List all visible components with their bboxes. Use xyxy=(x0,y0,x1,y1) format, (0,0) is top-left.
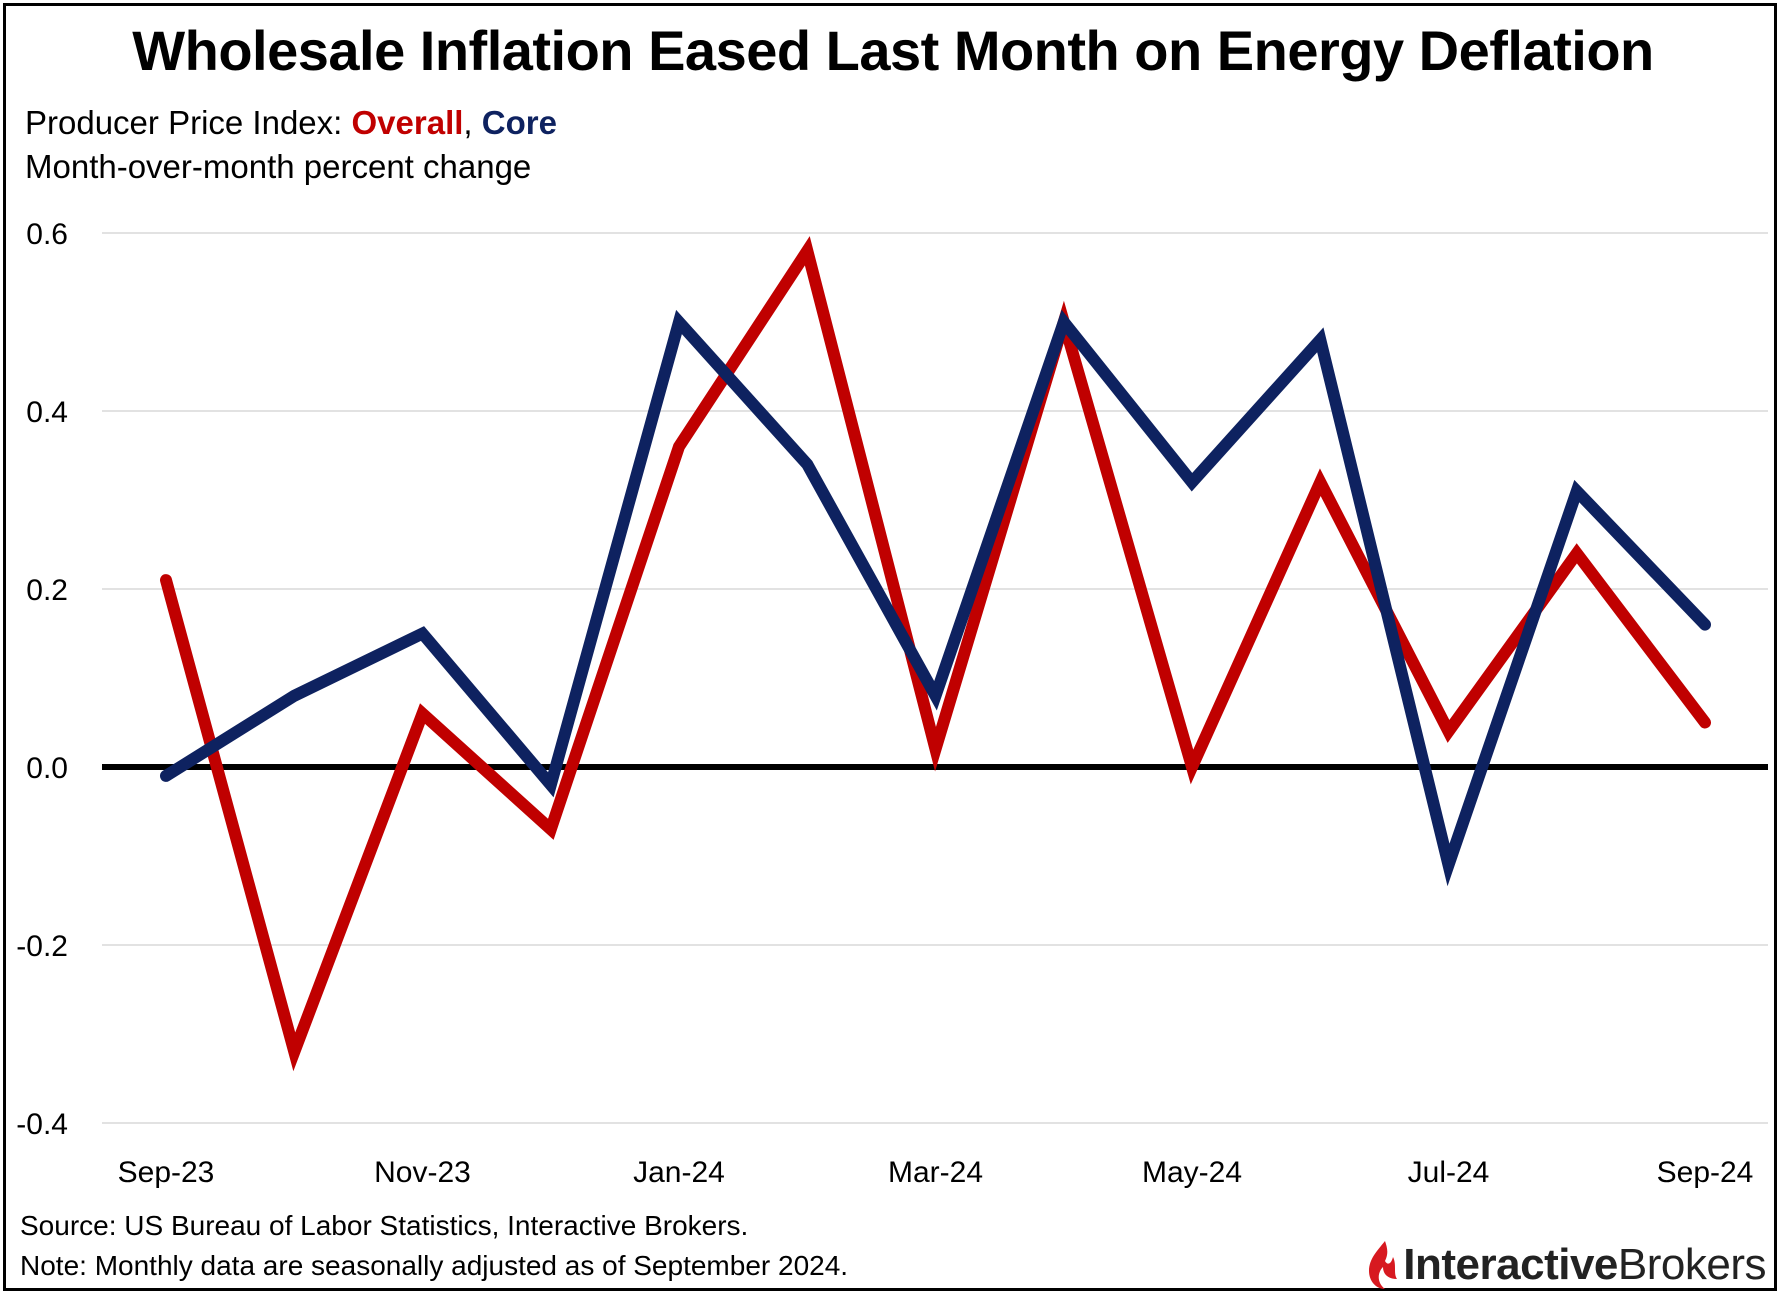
chart-title: Wholesale Inflation Eased Last Month on … xyxy=(132,19,1654,82)
legend-overall: Overall xyxy=(351,104,464,141)
subtitle-prefix: Producer Price Index: xyxy=(25,104,352,141)
ib-logo: InteractiveBrokers xyxy=(1363,1235,1767,1295)
y-tick-label: 0.2 xyxy=(26,574,68,607)
x-tick-label: Jul-24 xyxy=(1408,1156,1490,1189)
y-tick-label: 0.0 xyxy=(26,752,68,785)
x-tick-label: Mar-24 xyxy=(888,1156,983,1189)
axis-labels: 0.6 0.4 0.2 0.0 -0.2 -0.4 Sep-23 Nov-23 Jan-24 Ma… xyxy=(16,218,1753,1189)
x-tick-label: May-24 xyxy=(1142,1156,1242,1189)
subtitle-legend: Producer Price Index: Overall, Core xyxy=(25,104,557,142)
series-layer xyxy=(160,236,1711,1072)
x-tick-label: Sep-24 xyxy=(1657,1156,1754,1189)
y-tick-label: -0.2 xyxy=(16,930,68,963)
y-tick-label: -0.4 xyxy=(16,1108,68,1141)
x-tick-label: Nov-23 xyxy=(374,1156,471,1189)
ib-flame-icon xyxy=(1369,1241,1398,1289)
subtitle-separator: , xyxy=(463,104,482,141)
y-tick-label: 0.6 xyxy=(26,218,68,251)
subtitle-units: Month-over-month percent change xyxy=(25,148,532,185)
logo-part1: Interactive xyxy=(1403,1240,1618,1289)
source-note: Source: US Bureau of Labor Statistics, I… xyxy=(20,1210,749,1241)
legend-core: Core xyxy=(481,104,557,141)
x-tick-label: Sep-23 xyxy=(118,1156,215,1189)
logo-part2: Brokers xyxy=(1617,1240,1767,1289)
footnote: Note: Monthly data are seasonally adjust… xyxy=(20,1250,849,1281)
logo-text: InteractiveBrokers xyxy=(1403,1240,1766,1290)
x-tick-label: Jan-24 xyxy=(633,1156,725,1189)
chart-frame xyxy=(3,3,1777,1291)
y-tick-label: 0.4 xyxy=(26,396,68,429)
